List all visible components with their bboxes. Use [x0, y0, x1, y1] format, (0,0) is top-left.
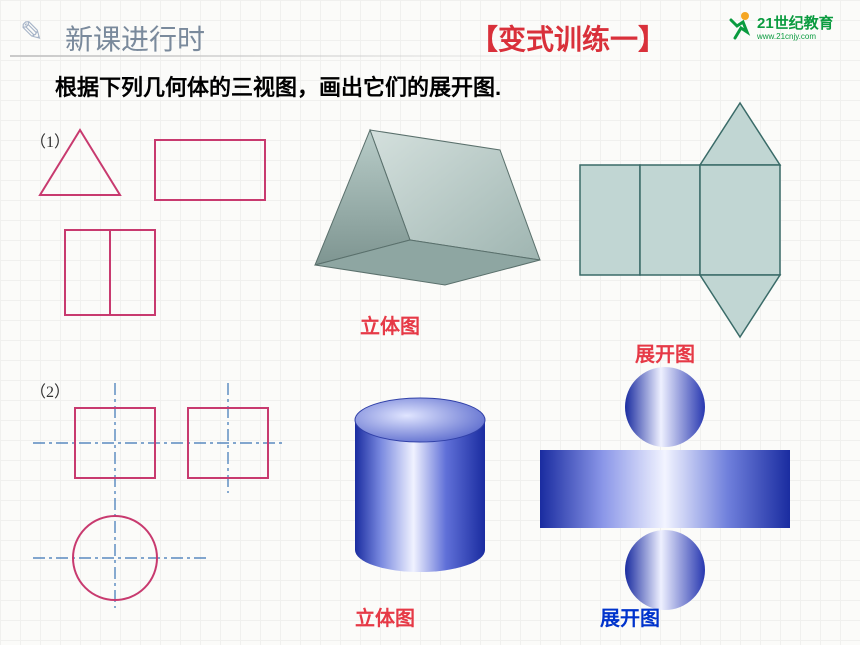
prism-net: [570, 95, 840, 345]
solid-label-1: 立体图: [360, 310, 420, 339]
pencil-icon: ✎: [20, 15, 43, 48]
slide-header: ✎ 新课进行时 【变式训练一】 21世纪教育 www.21cnjy.com: [0, 0, 860, 60]
header-underline: [10, 55, 610, 57]
logo-url: www.21cnjy.com: [757, 32, 816, 41]
cylinder-solid: [340, 395, 500, 580]
views-2: [25, 378, 295, 618]
net-label-1: 展开图: [635, 338, 695, 367]
views-1: [25, 120, 285, 330]
prism-solid: [300, 110, 550, 300]
runner-icon: [725, 10, 755, 40]
logo-text: 21世纪教育: [757, 12, 834, 33]
instruction-text: 根据下列几何体的三视图，画出它们的展开图.: [55, 70, 501, 102]
net-label-2: 展开图: [600, 602, 660, 631]
cylinder-net: [525, 365, 805, 615]
title-left: 新课进行时: [65, 18, 205, 58]
logo: 21世纪教育 www.21cnjy.com: [725, 10, 845, 45]
solid-label-2: 立体图: [355, 602, 415, 631]
title-right: 【变式训练一】: [470, 18, 666, 58]
